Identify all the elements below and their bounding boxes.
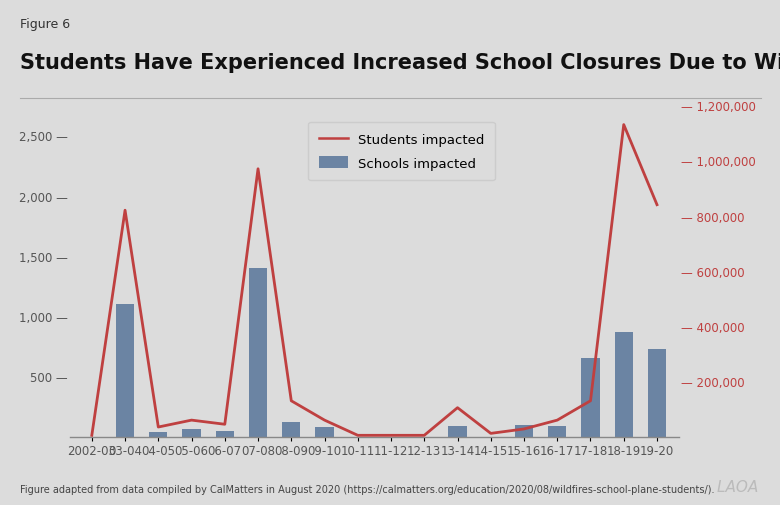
Bar [315,427,334,437]
Text: LAO⁠A: LAO⁠A [717,479,758,494]
Bar [282,422,300,437]
Bar [116,305,134,437]
Bar [149,432,168,437]
Bar [448,426,466,437]
Text: Figure adapted from data compiled by CalMatters in August 2020 (https://calmatte: Figure adapted from data compiled by Cal… [20,484,714,494]
Bar [183,430,200,437]
Legend: Students impacted, Schools impacted: Students impacted, Schools impacted [308,123,495,181]
Bar [615,332,633,437]
Bar [648,349,666,437]
Text: Figure 6: Figure 6 [20,18,69,31]
Text: Students Have Experienced Increased School Closures Due to Wildfires: Students Have Experienced Increased Scho… [20,53,780,73]
Bar [548,426,566,437]
Bar [515,425,534,437]
Bar [215,431,234,437]
Bar [581,359,600,437]
Bar [249,269,268,437]
